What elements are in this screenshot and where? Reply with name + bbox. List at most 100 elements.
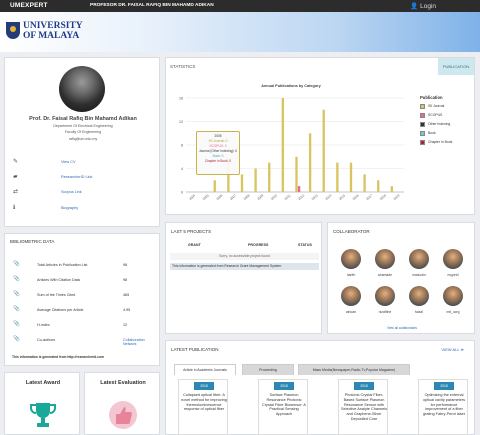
bar: [295, 156, 298, 192]
publication-title[interactable]: Optimizing the external optical cavity p…: [423, 393, 465, 417]
biblio-value: 98: [123, 263, 128, 267]
collaborator-avatar[interactable]: [341, 249, 361, 269]
legend-item[interactable]: ISI Journal: [420, 104, 474, 113]
bar: [254, 168, 257, 192]
latest-evaluation-card[interactable]: Latest Evaluation: [84, 372, 160, 435]
bar: [240, 174, 244, 192]
collaborator-name[interactable]: harith: [346, 273, 356, 277]
publication-card[interactable]: 2015 Optimizing the external optical cav…: [418, 379, 468, 435]
biography-link[interactable]: ℹ Biography: [13, 204, 153, 214]
collaborator-name[interactable]: nizaftine: [378, 310, 392, 314]
biblio-label: Total Articles in Publication List: [37, 263, 88, 267]
publication-card[interactable]: 2015 Photonic Crystal Fiber-Based Surfac…: [338, 379, 388, 435]
x-tick-label: 2006: [215, 193, 223, 201]
scopus-label: Scopus Link: [61, 190, 82, 194]
tab-proceeding[interactable]: Proceeding: [242, 364, 294, 375]
tab-publication[interactable]: PUBLICATION: [438, 58, 474, 75]
view-all-publications-link[interactable]: VIEW ALL ➤: [441, 347, 464, 352]
statistics-title: STATISTICS: [170, 64, 196, 69]
biblio-value: 4.95: [123, 308, 131, 312]
publication-card[interactable]: 2015 Surface Plasmon Resonance Photonic …: [258, 379, 308, 435]
profile-department: Department Of Electrical Engineering: [53, 124, 113, 128]
paperclip-icon: 📎: [13, 261, 20, 267]
collaborator-name[interactable]: mit_ucrg: [446, 310, 460, 314]
collaborator-name[interactable]: faizal: [415, 310, 423, 314]
tab-mass-media[interactable]: Mass Media(Newspaper,Radio,Tv,Popular Ma…: [298, 364, 410, 375]
collaborator-name[interactable]: mypeid: [447, 273, 459, 277]
biblio-label: H-index: [37, 323, 50, 327]
collaborator-avatar[interactable]: [409, 249, 429, 269]
y-tick-label: 12: [179, 120, 183, 124]
tab-journal-articles[interactable]: Article in Academic Journals: [174, 364, 236, 375]
trophy-icon: [30, 403, 56, 427]
publication-card[interactable]: 2015 Collapsed optical fiber: A novel me…: [178, 379, 228, 435]
logo-line2: OF MALAYA: [23, 31, 80, 41]
profile-avatar: [59, 66, 105, 112]
collaborator-avatar[interactable]: [443, 249, 463, 269]
tooltip-year: 2005: [214, 134, 222, 138]
y-tick-label: 8: [181, 143, 183, 147]
university-logo[interactable]: UNIVERSITY OF MALAYA: [23, 21, 83, 41]
legend-item[interactable]: SCOPUS: [420, 113, 474, 122]
collaborator-avatar[interactable]: [443, 286, 463, 306]
latest-award-card[interactable]: Latest Award: [4, 372, 80, 435]
y-tick-label: 0: [181, 190, 183, 194]
x-tick-label: 2012: [297, 193, 305, 201]
projects-table-header: GRANT PROGRESS STATUS: [170, 243, 319, 250]
tooltip-line: Book: 0: [212, 154, 224, 158]
brand-label[interactable]: UMEXPERT: [10, 2, 48, 9]
top-bar: UMEXPERT PROFESOR DR. FAISAL RAFIQ BIN M…: [0, 0, 480, 12]
publication-title[interactable]: Collapsed optical fiber: A novel method …: [181, 393, 227, 412]
legend-item[interactable]: Chapter in Book: [420, 140, 474, 149]
bar: [281, 98, 285, 192]
legend-label: Chapter in Book: [428, 140, 453, 144]
publication-year-badge: 2015: [274, 382, 294, 390]
collaborator-name[interactable]: maizudin: [412, 273, 426, 277]
x-tick-label: 2015: [338, 193, 346, 201]
login-link[interactable]: 👤 Login: [410, 2, 436, 10]
collaborator-name[interactable]: ahamade: [377, 273, 393, 277]
collaborator-avatar[interactable]: [409, 286, 429, 306]
researcherid-link[interactable]: ▰ ResearcherID Link: [13, 173, 153, 183]
thumbs-up-icon: [109, 401, 137, 429]
chart-tooltip: 2005 ISI Journal: 0 SCOPUS: 0 Journal (O…: [196, 131, 240, 175]
paperclip-icon: 📎: [13, 306, 20, 312]
legend-item[interactable]: Book: [420, 131, 474, 140]
collaborator-avatar[interactable]: [341, 286, 361, 306]
publication-year-badge: 2015: [434, 382, 454, 390]
legend-item[interactable]: Other Indexing: [420, 122, 474, 131]
latest-publication-panel: LATEST PUBLICATION VIEW ALL ➤ Article in…: [165, 340, 475, 435]
x-tick-label: 2009: [256, 193, 264, 201]
view-cv-link[interactable]: ✎ View CV: [13, 158, 153, 168]
scopus-link[interactable]: ⇄ Scopus Link: [13, 188, 153, 198]
collaborator-avatar[interactable]: [375, 286, 395, 306]
publication-title[interactable]: Photonic Crystal Fiber-Based Surface Pla…: [341, 393, 388, 421]
collaborator-name[interactable]: ainoan: [345, 310, 357, 314]
biblio-value: 98: [123, 278, 128, 282]
bar: [322, 109, 325, 192]
profile-faculty: Faculty Of Engineering: [64, 130, 102, 134]
projects-panel: LAST 5 PROJECTS GRANT PROGRESS STATUS So…: [165, 222, 322, 334]
profile-name: Prof. Dr. Faisal Rafiq Bin Mahamd Adikan: [29, 116, 137, 122]
profile-email: rafiq@um.edu.my: [68, 137, 98, 141]
legend-swatch: [420, 104, 425, 109]
collaboration-network-link[interactable]: Collaboration Network: [123, 338, 145, 346]
biblio-label: Co-authors: [37, 338, 56, 342]
x-tick-label: 2004: [188, 193, 196, 201]
site-header: UNIVERSITY OF MALAYA: [0, 12, 480, 52]
projects-title: LAST 5 PROJECTS: [171, 229, 212, 234]
latest-award-title: Latest Award: [25, 380, 61, 386]
publication-title[interactable]: Surface Plasmon Resonance Photonic Cryst…: [262, 393, 306, 417]
university-crest-icon[interactable]: [6, 22, 20, 39]
user-icon: 👤: [410, 3, 419, 10]
info-icon: ℹ: [13, 205, 16, 211]
x-tick-label: 2007: [229, 193, 237, 201]
x-tick-label: 2018: [379, 193, 387, 201]
x-tick-label: 2013: [311, 193, 319, 201]
collaborator-avatar[interactable]: [375, 249, 395, 269]
view-all-collaborators-link[interactable]: View all collaborators: [386, 326, 418, 330]
legend-label: Other Indexing: [428, 122, 451, 126]
legend-label: Book: [428, 131, 436, 135]
biblio-label: Sum of the Times Cited: [37, 293, 76, 297]
bar: [377, 180, 380, 192]
